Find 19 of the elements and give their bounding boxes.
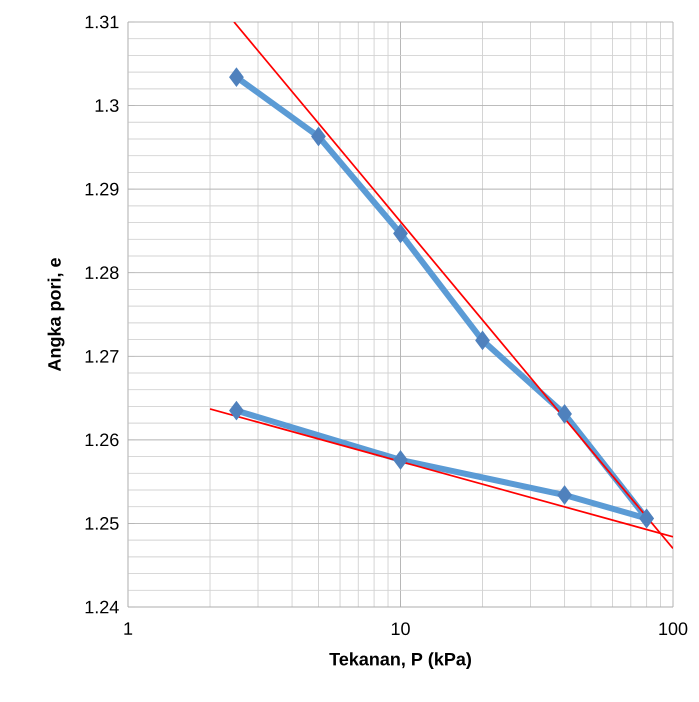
x-tick-label: 100 — [659, 622, 688, 636]
point — [229, 400, 244, 420]
point — [475, 330, 490, 350]
y-tick-label: 1.29 — [86, 182, 118, 196]
point — [557, 404, 572, 424]
x-axis-title: Tekanan, P (kPa) — [329, 652, 471, 670]
y-tick-label: 1.26 — [86, 433, 118, 446]
point — [393, 224, 408, 244]
x-tick-label: 10 — [392, 622, 410, 636]
y-tick-label: 1.3 — [96, 99, 118, 112]
y-tick-label: 1.25 — [86, 517, 119, 530]
point — [229, 67, 244, 87]
y-axis-title: Angka pori, e — [48, 258, 64, 372]
y-tick-label: 1.28 — [86, 266, 118, 280]
y-tick-label: 1.24 — [86, 600, 119, 614]
y-tick-label: 1.27 — [86, 350, 118, 363]
y-tick-label: 1.31 — [86, 16, 118, 28]
x-tick-label: 1 — [124, 622, 132, 635]
point — [311, 126, 326, 146]
